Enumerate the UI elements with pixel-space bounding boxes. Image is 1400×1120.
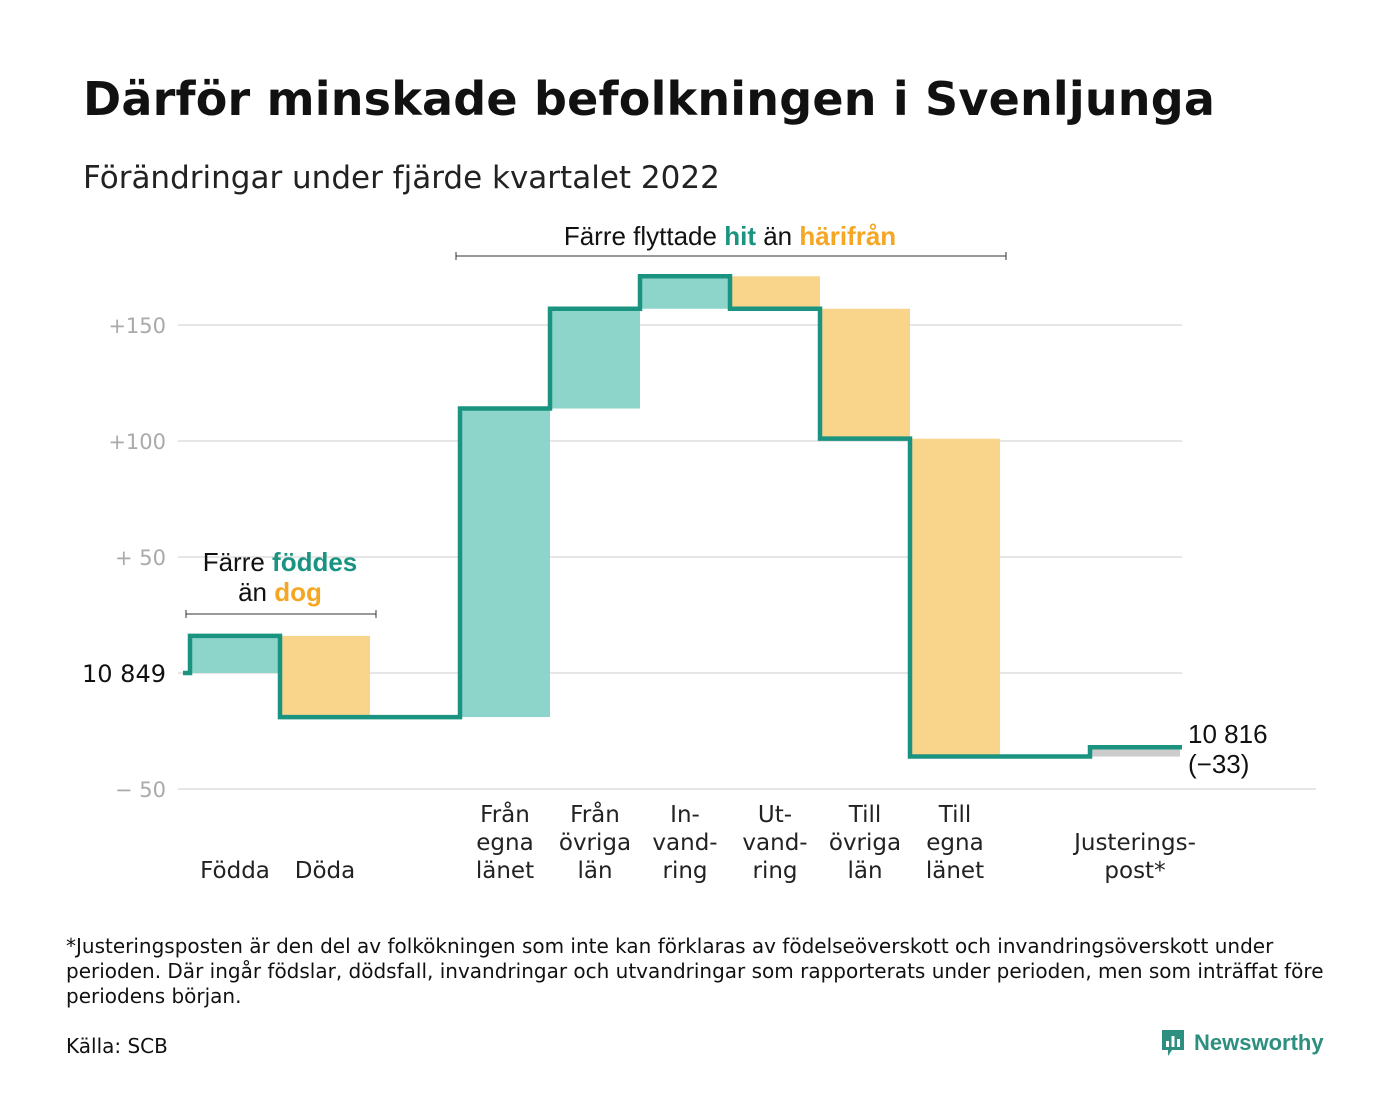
bar	[820, 308, 910, 439]
newsworthy-logo-text: Newsworthy	[1194, 1030, 1324, 1055]
category-label: Till	[848, 802, 882, 828]
y-axis-ticks: +150 +100 + 50 − 50	[108, 314, 166, 802]
category-label: egna	[926, 830, 983, 856]
category-labels: Födda DödaFrånegnalänetFrånövrigalänIn-va…	[200, 800, 1196, 884]
category-label: Till	[938, 802, 972, 828]
start-value-label: 10 849	[82, 660, 166, 688]
bar	[280, 635, 370, 718]
bars	[190, 276, 1180, 757]
category-label: egna	[476, 830, 533, 856]
bar	[550, 308, 640, 409]
chart-title: Därför minskade befolkningen i Svenljung…	[83, 72, 1216, 126]
category-label: ring	[662, 858, 707, 884]
category-label: post*	[1104, 858, 1165, 884]
bar	[730, 276, 820, 309]
category-label: länet	[476, 858, 534, 884]
y-tick-label: +100	[108, 430, 166, 454]
y-tick-label: − 50	[115, 778, 166, 802]
category-label: länet	[926, 858, 984, 884]
end-value-label: 10 816	[1188, 719, 1268, 749]
category-label: övriga	[559, 830, 631, 856]
category-label: Justerings-	[1072, 830, 1196, 856]
source-label: Källa: SCB	[66, 1034, 168, 1058]
annotation-births-line1: Färre föddes	[203, 547, 358, 577]
waterfall-chart: +150+100+ 50− 50 Födda DödaFrånegnalänetF…	[82, 221, 1316, 884]
newsworthy-logo-icon	[1162, 1030, 1184, 1056]
annotation-moves: Färre flyttade hit än härifrån	[564, 221, 896, 251]
annotation-births-bracket	[185, 610, 377, 618]
annotation-moves-bracket	[455, 252, 1007, 260]
bar	[190, 635, 280, 673]
cumulative-step-line	[183, 274, 1182, 759]
category-label: vand-	[652, 830, 717, 856]
chart-subtitle: Förändringar under fjärde kvartalet 2022	[83, 160, 720, 196]
category-label: övriga	[829, 830, 901, 856]
y-tick-label: + 50	[115, 546, 166, 570]
y-tick-label: +150	[108, 314, 166, 338]
bar	[1090, 747, 1180, 757]
end-change-label: (−33)	[1188, 749, 1249, 779]
newsworthy-logo: Newsworthy	[1160, 1028, 1324, 1058]
category-label: Ut-	[758, 802, 792, 828]
category-label: ring	[752, 858, 797, 884]
category-label: In-	[670, 802, 700, 828]
category-label: Från	[570, 800, 620, 828]
footnote: *Justeringsposten är den del av folkökni…	[66, 934, 1324, 1008]
category-label: län	[847, 858, 882, 884]
category-label: län	[577, 858, 612, 884]
annotation-births-line2: än dog	[238, 577, 322, 607]
bar	[640, 276, 730, 309]
category-label: Födda	[200, 858, 270, 884]
bar	[910, 438, 1000, 757]
category-label: Från	[480, 800, 530, 828]
category-label: vand-	[742, 830, 807, 856]
bar	[460, 408, 550, 718]
category-label: Döda	[295, 858, 355, 884]
